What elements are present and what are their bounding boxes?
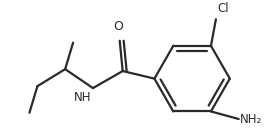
Text: NH: NH	[74, 91, 92, 104]
Text: NH₂: NH₂	[240, 112, 262, 126]
Text: Cl: Cl	[217, 2, 229, 15]
Text: O: O	[113, 20, 123, 33]
